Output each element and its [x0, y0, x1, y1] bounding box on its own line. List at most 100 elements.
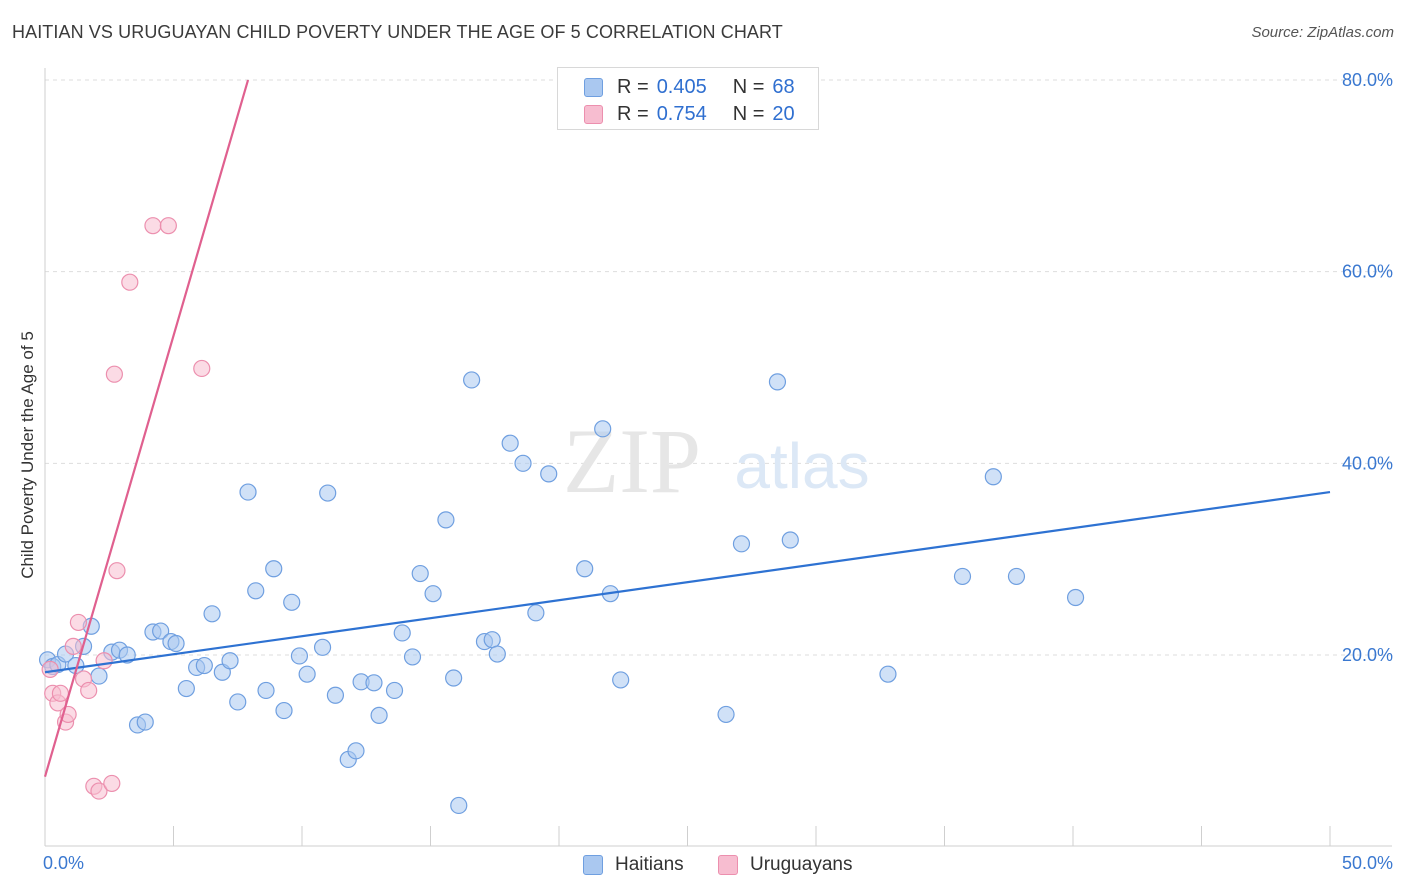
haitians-point [514, 454, 532, 472]
axis-labels: 20.0% 40.0% 60.0% 80.0% 0.0% 50.0% [43, 70, 1393, 873]
haitians-point [239, 483, 257, 501]
haitians-point [612, 671, 630, 689]
haitians-point [1007, 567, 1026, 586]
uruguayans-point [64, 637, 82, 655]
haitians-point [984, 468, 1002, 486]
haitians-point [594, 420, 612, 438]
haitians-point [347, 742, 365, 760]
uruguayans-point [121, 273, 139, 291]
haitians-point [768, 373, 787, 391]
haitians-point [424, 585, 442, 603]
haitians-point [732, 535, 751, 553]
watermark: ZIP atlas [563, 410, 870, 512]
bottom-legend-label-uruguayans: Uruguayans [750, 854, 853, 875]
haitians-point [283, 593, 301, 611]
uruguayans-point [105, 365, 123, 383]
legend-n-label: N = [732, 102, 765, 125]
uruguayans-point [80, 681, 98, 700]
uruguayans-point [103, 774, 121, 793]
correlation-legend: R = 0.405 N = 68 R = 0.754 N = 20 [557, 67, 819, 130]
haitians-point [265, 560, 283, 578]
haitians-point [1066, 588, 1085, 607]
haitians-point [365, 674, 383, 692]
haitians-point [290, 647, 309, 665]
uruguayans-points [41, 217, 211, 800]
haitians-point [450, 796, 468, 815]
watermark-zip: ZIP [563, 410, 701, 512]
haitians-point [229, 693, 247, 711]
uruguayans-trend-line [43, 79, 250, 778]
chart-title: HAITIAN VS URUGUAYAN CHILD POVERTY UNDER… [12, 22, 783, 42]
x-tick-label-right: 50.0% [1342, 853, 1393, 873]
haitians-point [90, 667, 108, 685]
haitians-point [203, 605, 221, 623]
uruguayans-point [144, 217, 162, 235]
haitians-point [527, 604, 545, 622]
haitians-point [501, 434, 519, 452]
haitians-point [247, 582, 265, 600]
legend-r-label: R = [617, 102, 649, 125]
legend-row-uruguayans: R = 0.754 N = 20 [584, 101, 795, 127]
y-tick-label: 80.0% [1342, 70, 1393, 90]
uruguayans-point [108, 562, 126, 580]
uruguayans-point [193, 359, 211, 378]
haitians-point [437, 511, 455, 529]
haitians-point [326, 686, 345, 704]
haitians-point [275, 701, 293, 720]
legend-r-value: 0.405 [656, 75, 707, 98]
haitians-point [488, 645, 506, 663]
legend-swatch-pink [584, 104, 603, 124]
haitians-point [370, 706, 388, 724]
haitians-point [177, 679, 195, 698]
haitians-point [313, 638, 332, 656]
legend-n-label: N = [732, 75, 765, 98]
source-label: Source: ZipAtlas.com [1251, 24, 1394, 41]
haitians-point [953, 567, 972, 586]
haitians-point [319, 484, 337, 502]
y-tick-label: 60.0% [1342, 262, 1393, 282]
haitians-point [136, 713, 154, 731]
y-tick-label: 40.0% [1342, 453, 1393, 473]
haitians-point [257, 681, 275, 700]
legend-row-haitians: R = 0.405 N = 68 [584, 74, 795, 100]
uruguayans-point [95, 652, 113, 670]
haitians-point [445, 669, 463, 687]
uruguayans-point [90, 782, 108, 800]
haitians-point [152, 622, 170, 640]
bottom-legend-swatch-pink [718, 855, 738, 875]
haitians-point [393, 624, 411, 642]
trend-lines [43, 79, 1331, 778]
legend-r-value: 0.754 [656, 102, 707, 125]
bottom-legend-label-haitians: Haitians [615, 854, 684, 875]
haitians-point [483, 631, 501, 649]
bottom-legend-uruguayans: Uruguayans [718, 852, 852, 878]
haitians-point [118, 646, 136, 664]
grid-lines [45, 79, 1392, 656]
haitians-point [221, 652, 239, 670]
uruguayans-point [41, 660, 59, 678]
haitians-point [195, 656, 213, 675]
x-tick-label-left: 0.0% [43, 853, 84, 873]
haitians-point [298, 665, 316, 683]
legend-n-value: 20 [772, 102, 795, 125]
haitians-point [576, 560, 594, 578]
legend-swatch-blue [584, 77, 603, 97]
y-tick-label: 20.0% [1342, 645, 1393, 665]
haitians-point [463, 371, 481, 389]
haitians-point [879, 665, 897, 683]
haitians-point [781, 531, 799, 549]
legend-n-value: 68 [772, 75, 795, 98]
bottom-legend-haitians: Haitians [583, 852, 684, 878]
uruguayans-point [69, 613, 88, 632]
haitians-points [38, 371, 1085, 815]
haitians-point [385, 681, 404, 700]
haitians-point [540, 465, 558, 483]
haitians-point [403, 648, 422, 666]
watermark-atlas: atlas [734, 430, 869, 502]
legend-r-label: R = [617, 75, 649, 98]
bottom-legend-swatch-blue [583, 855, 603, 875]
axes [44, 68, 1392, 847]
uruguayans-point [159, 217, 177, 235]
uruguayans-point [51, 684, 70, 702]
haitians-trend-line [44, 490, 1331, 674]
